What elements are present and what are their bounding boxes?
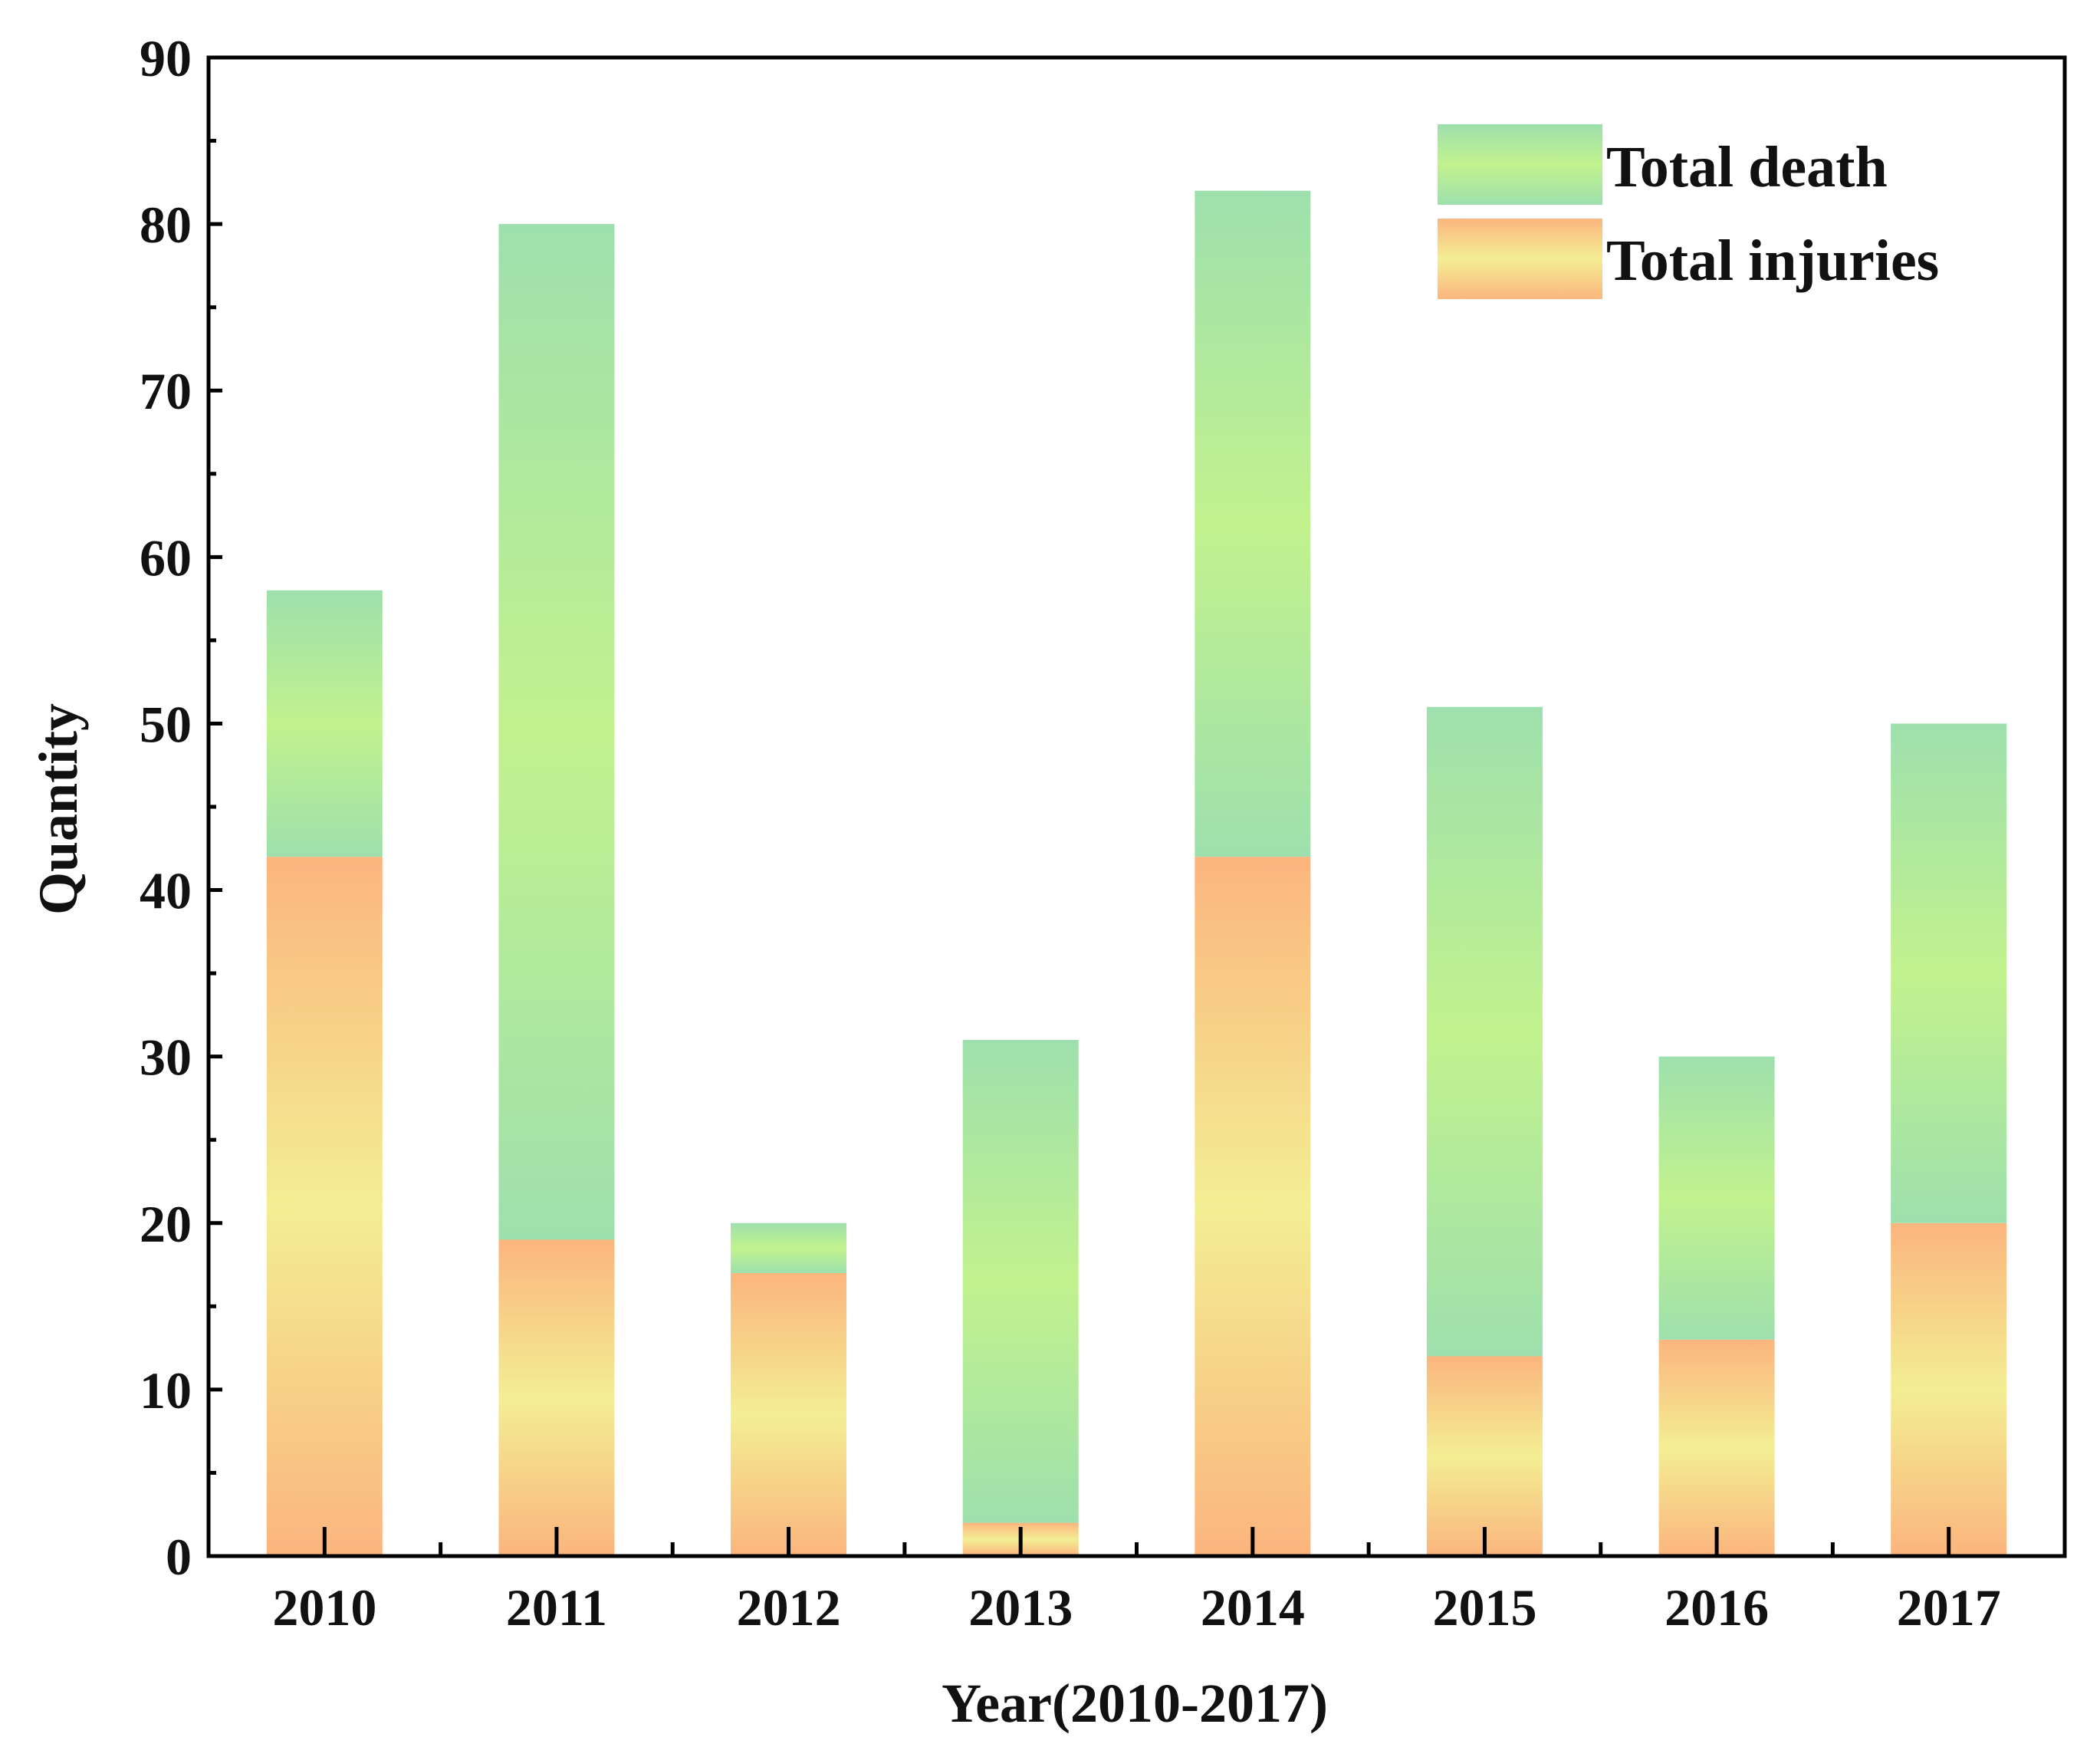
bar-death-2015	[1426, 706, 1543, 1357]
x-axis: 2010 2011 2012 2013 2014 2015 2016 2017	[272, 1527, 2001, 1637]
y-tick-label: 10	[140, 1361, 192, 1420]
bar-injuries-2014	[1195, 857, 1311, 1556]
y-tick-label: 80	[140, 196, 192, 254]
legend: Total death Total injuries	[1438, 124, 1939, 299]
bar-injuries-2015	[1426, 1356, 1543, 1556]
y-tick-label: 20	[140, 1195, 192, 1253]
y-tick-label: 0	[166, 1528, 192, 1586]
bar-death-2012	[731, 1222, 847, 1273]
bar-death-2011	[498, 224, 615, 1240]
bar-death-2014	[1195, 190, 1311, 857]
bar-injuries-2016	[1658, 1339, 1775, 1556]
y-tick-label: 70	[140, 362, 192, 420]
bar-death-2013	[962, 1039, 1079, 1523]
x-tick-label-2014: 2014	[1201, 1578, 1305, 1637]
x-tick-label-2015: 2015	[1432, 1578, 1536, 1637]
bar-death-2017	[1891, 723, 2007, 1223]
y-axis: 0 10 20 30 40 50 60 70 80 90	[140, 29, 222, 1586]
bars-group	[266, 190, 2007, 1556]
y-tick-label: 90	[140, 29, 192, 87]
x-tick-label-2017: 2017	[1897, 1578, 2001, 1637]
x-tick-label-2013: 2013	[968, 1578, 1073, 1637]
legend-label-injuries: Total injuries	[1606, 229, 1939, 293]
bar-injuries-2010	[266, 857, 383, 1556]
y-tick-label: 50	[140, 695, 192, 753]
x-tick-label-2010: 2010	[272, 1578, 376, 1637]
x-tick-label-2012: 2012	[737, 1578, 841, 1637]
y-tick-label: 40	[140, 862, 192, 920]
legend-label-death: Total death	[1606, 135, 1888, 199]
x-tick-label-2016: 2016	[1665, 1578, 1769, 1637]
legend-swatch-injuries	[1438, 219, 1602, 299]
bar-injuries-2017	[1891, 1222, 2007, 1556]
x-axis-title: Year(2010-2017)	[942, 1673, 1328, 1734]
bar-injuries-2012	[731, 1272, 847, 1556]
bar-death-2010	[266, 590, 383, 857]
bar-injuries-2011	[498, 1239, 615, 1556]
y-tick-label: 60	[140, 528, 192, 587]
legend-swatch-death	[1438, 124, 1602, 205]
x-tick-label-2011: 2011	[506, 1578, 607, 1637]
y-tick-label: 30	[140, 1028, 192, 1087]
bar-death-2016	[1658, 1056, 1775, 1340]
y-axis-title: Quantity	[28, 703, 89, 915]
